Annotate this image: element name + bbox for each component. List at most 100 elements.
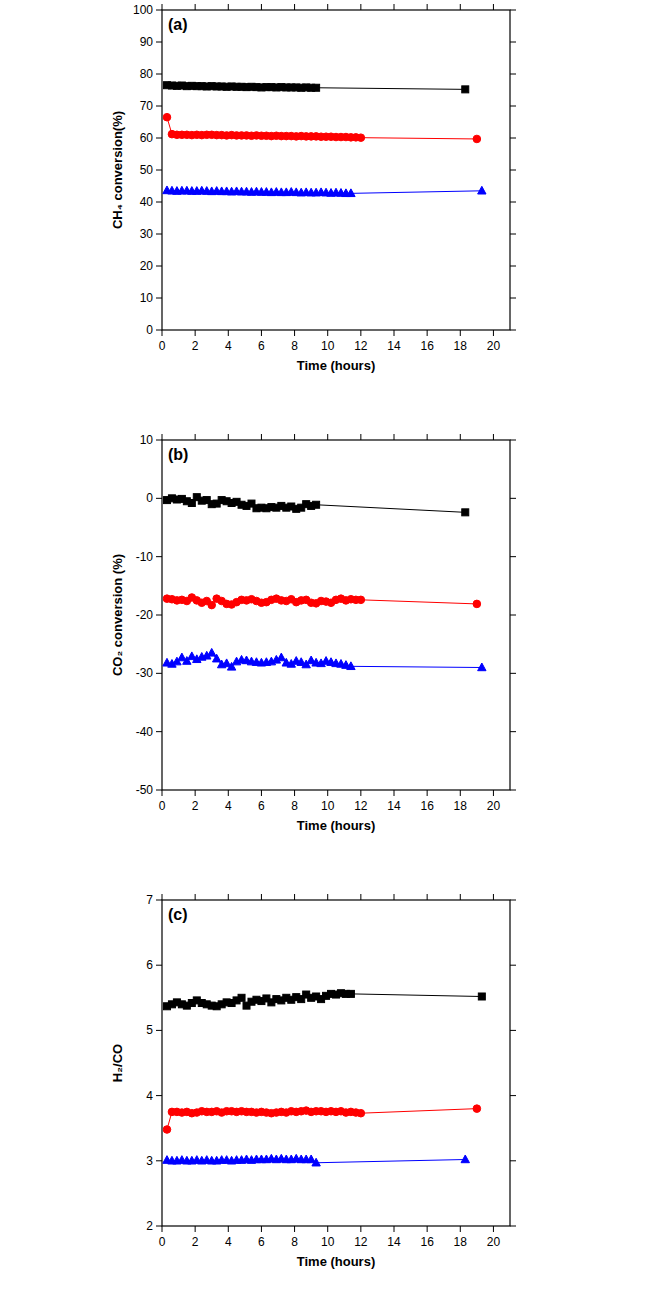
plot-frame (162, 440, 510, 790)
y-axis-label: CH₄ conversion(%) (110, 111, 125, 229)
x-tick-label: 10 (321, 1235, 335, 1249)
x-tick-label: 14 (387, 1235, 401, 1249)
marker (478, 993, 485, 1000)
x-tick (394, 790, 395, 796)
y-tick-right (510, 106, 516, 107)
x-tick-label: 10 (321, 339, 335, 353)
marker (462, 509, 469, 516)
y-tick (156, 266, 162, 267)
x-tick-top (327, 434, 328, 440)
y-tick-right (510, 42, 516, 43)
y-tick-right (510, 10, 516, 11)
y-tick-right (510, 790, 516, 791)
x-tick (162, 790, 163, 796)
x-axis-label: Time (hours) (297, 1254, 376, 1269)
y-tick-right (510, 965, 516, 966)
y-tick-label: -50 (136, 783, 154, 797)
x-tick-label: 8 (291, 339, 298, 353)
y-tick-right (510, 234, 516, 235)
x-tick (360, 1226, 361, 1232)
x-tick (427, 1226, 428, 1232)
x-tick-label: 20 (487, 799, 501, 813)
y-tick (156, 106, 162, 107)
y-tick-right (510, 440, 516, 441)
y-tick-label: -20 (136, 608, 154, 622)
y-tick (156, 556, 162, 557)
x-tick (460, 330, 461, 336)
x-tick-top (460, 434, 461, 440)
x-tick-top (394, 4, 395, 10)
x-tick-top (162, 434, 163, 440)
figure: 024681012141618200102030405060708090100T… (0, 0, 646, 1296)
series-line (167, 497, 465, 512)
y-tick-right (510, 1030, 516, 1031)
x-tick-top (327, 4, 328, 10)
x-tick-top (460, 894, 461, 900)
x-tick (327, 330, 328, 336)
x-tick (360, 790, 361, 796)
x-tick (360, 330, 361, 336)
x-tick-label: 18 (454, 339, 468, 353)
x-tick-top (294, 434, 295, 440)
x-tick (327, 790, 328, 796)
y-tick (156, 731, 162, 732)
x-tick-top (195, 894, 196, 900)
y-tick (156, 330, 162, 331)
marker (238, 994, 245, 1001)
y-tick-right (510, 170, 516, 171)
panel-label: (c) (168, 906, 188, 923)
marker (357, 134, 365, 142)
x-tick-label: 14 (387, 339, 401, 353)
y-tick-right (510, 673, 516, 674)
marker (163, 113, 171, 121)
x-tick-label: 0 (159, 799, 166, 813)
y-tick-label: 80 (140, 67, 154, 81)
y-tick-label: 40 (140, 195, 154, 209)
panel-label: (a) (168, 16, 188, 33)
x-tick (427, 330, 428, 336)
marker (462, 86, 469, 93)
y-tick-right (510, 330, 516, 331)
x-tick-label: 14 (387, 799, 401, 813)
y-tick-right (510, 556, 516, 557)
x-tick (427, 790, 428, 796)
y-tick-label: 30 (140, 227, 154, 241)
marker (208, 601, 216, 609)
x-tick (228, 790, 229, 796)
plot-frame (162, 10, 510, 330)
y-tick-label: 5 (146, 1023, 153, 1037)
y-tick (156, 1160, 162, 1161)
y-tick-right (510, 1160, 516, 1161)
x-tick (261, 790, 262, 796)
y-tick-label: -40 (136, 725, 154, 739)
y-tick-label: 50 (140, 163, 154, 177)
x-axis-label: Time (hours) (297, 358, 376, 373)
x-tick-top (162, 894, 163, 900)
x-tick-top (195, 4, 196, 10)
x-tick-label: 2 (192, 1235, 199, 1249)
x-tick (162, 330, 163, 336)
y-tick-right (510, 74, 516, 75)
x-tick-top (360, 894, 361, 900)
panel: 02468101214161820-50-40-30-20-10010Time … (110, 433, 516, 833)
y-tick-label: 60 (140, 131, 154, 145)
data-area (163, 82, 486, 197)
x-tick-label: 20 (487, 339, 501, 353)
y-tick-label: 6 (146, 958, 153, 972)
x-tick-top (394, 894, 395, 900)
y-tick (156, 1030, 162, 1031)
x-tick-label: 2 (192, 339, 199, 353)
y-axis-label: CO₂ conversion (%) (110, 554, 125, 676)
x-tick (460, 790, 461, 796)
plot-frame (162, 900, 510, 1226)
x-tick-top (493, 4, 494, 10)
y-tick-right (510, 731, 516, 732)
y-tick-right (510, 615, 516, 616)
x-tick (493, 1226, 494, 1232)
x-tick (493, 790, 494, 796)
y-tick (156, 298, 162, 299)
x-tick-top (228, 4, 229, 10)
y-tick (156, 900, 162, 901)
x-tick (261, 330, 262, 336)
y-tick (156, 42, 162, 43)
